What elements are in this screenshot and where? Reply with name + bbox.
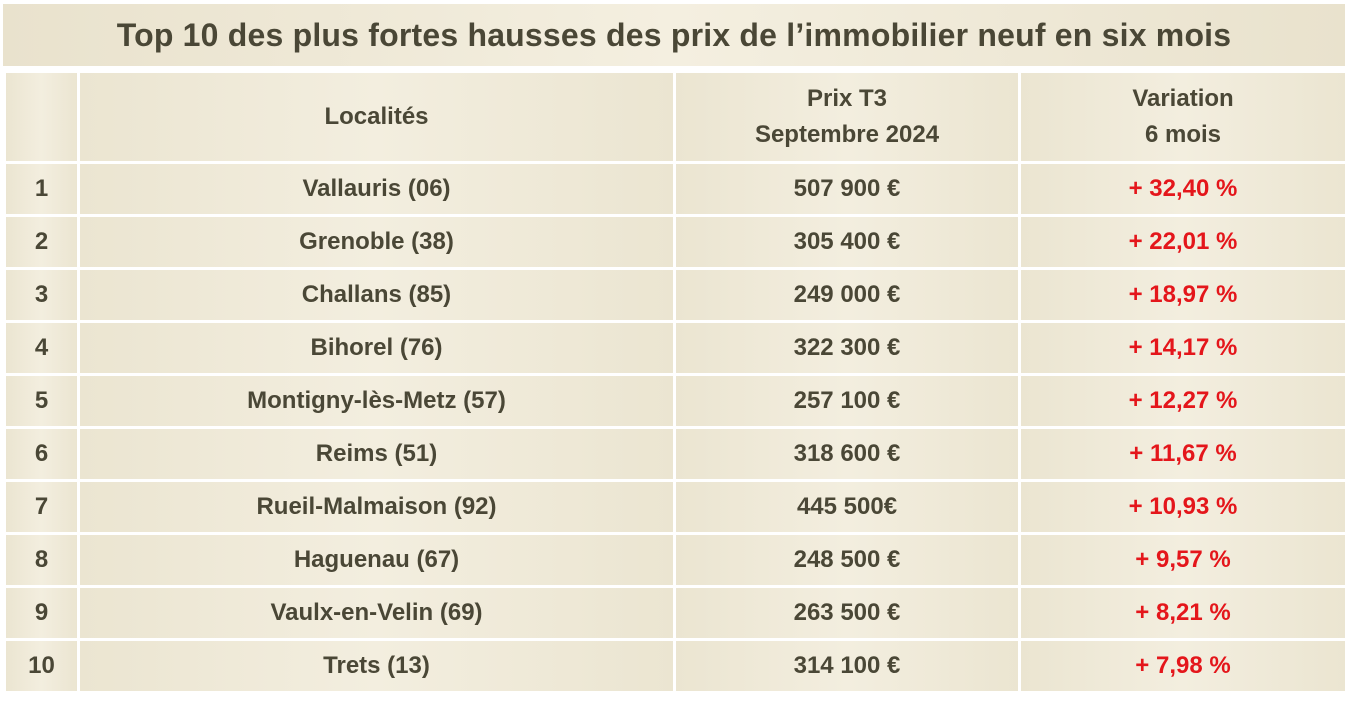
- header-row: Localités Prix T3 Septembre 2024 Variati…: [6, 73, 1345, 161]
- variation-cell: + 14,17 %: [1021, 323, 1345, 373]
- table-row: 5 Montigny-lès-Metz (57) 257 100 € + 12,…: [6, 376, 1345, 426]
- variation-cell: + 9,57 %: [1021, 535, 1345, 585]
- title-banner: Top 10 des plus fortes hausses des prix …: [3, 4, 1345, 66]
- locality-cell: Grenoble (38): [80, 217, 673, 267]
- price-cell: 318 600 €: [676, 429, 1018, 479]
- variation-cell: + 10,93 %: [1021, 482, 1345, 532]
- table-row: 3 Challans (85) 249 000 € + 18,97 %: [6, 270, 1345, 320]
- price-cell: 257 100 €: [676, 376, 1018, 426]
- rank-cell: 4: [6, 323, 77, 373]
- locality-cell: Rueil-Malmaison (92): [80, 482, 673, 532]
- header-price-line2: Septembre 2024: [754, 121, 940, 148]
- price-cell: 248 500 €: [676, 535, 1018, 585]
- table-header: Localités Prix T3 Septembre 2024 Variati…: [6, 73, 1345, 161]
- rank-cell: 1: [6, 164, 77, 214]
- locality-cell: Challans (85): [80, 270, 673, 320]
- locality-cell: Montigny-lès-Metz (57): [80, 376, 673, 426]
- table-row: 10 Trets (13) 314 100 € + 7,98 %: [6, 641, 1345, 691]
- price-cell: 249 000 €: [676, 270, 1018, 320]
- price-cell: 305 400 €: [676, 217, 1018, 267]
- rank-cell: 9: [6, 588, 77, 638]
- table-row: 4 Bihorel (76) 322 300 € + 14,17 %: [6, 323, 1345, 373]
- price-cell: 322 300 €: [676, 323, 1018, 373]
- locality-cell: Vallauris (06): [80, 164, 673, 214]
- variation-cell: + 32,40 %: [1021, 164, 1345, 214]
- header-variation-line1: Variation: [1132, 85, 1234, 112]
- price-cell: 314 100 €: [676, 641, 1018, 691]
- rank-cell: 10: [6, 641, 77, 691]
- header-variation-line2: 6 mois: [1144, 121, 1222, 148]
- locality-cell: Vaulx-en-Velin (69): [80, 588, 673, 638]
- header-rank: [6, 73, 77, 161]
- locality-cell: Trets (13): [80, 641, 673, 691]
- price-cell: 445 500€: [676, 482, 1018, 532]
- header-locality: Localités: [80, 73, 673, 161]
- locality-cell: Reims (51): [80, 429, 673, 479]
- table-row: 2 Grenoble (38) 305 400 € + 22,01 %: [6, 217, 1345, 267]
- rank-cell: 6: [6, 429, 77, 479]
- variation-cell: + 12,27 %: [1021, 376, 1345, 426]
- header-variation: Variation 6 mois: [1021, 73, 1345, 161]
- variation-cell: + 18,97 %: [1021, 270, 1345, 320]
- header-price: Prix T3 Septembre 2024: [676, 73, 1018, 161]
- rank-cell: 2: [6, 217, 77, 267]
- variation-cell: + 7,98 %: [1021, 641, 1345, 691]
- locality-cell: Bihorel (76): [80, 323, 673, 373]
- table-row: 7 Rueil-Malmaison (92) 445 500€ + 10,93 …: [6, 482, 1345, 532]
- header-price-line1: Prix T3: [806, 85, 888, 112]
- rank-cell: 5: [6, 376, 77, 426]
- rank-cell: 8: [6, 535, 77, 585]
- variation-cell: + 8,21 %: [1021, 588, 1345, 638]
- rank-cell: 3: [6, 270, 77, 320]
- variation-cell: + 11,67 %: [1021, 429, 1345, 479]
- table-row: 8 Haguenau (67) 248 500 € + 9,57 %: [6, 535, 1345, 585]
- table-body: 1 Vallauris (06) 507 900 € + 32,40 % 2 G…: [6, 164, 1345, 691]
- table-row: 1 Vallauris (06) 507 900 € + 32,40 %: [6, 164, 1345, 214]
- variation-cell: + 22,01 %: [1021, 217, 1345, 267]
- table-row: 9 Vaulx-en-Velin (69) 263 500 € + 8,21 %: [6, 588, 1345, 638]
- price-cell: 507 900 €: [676, 164, 1018, 214]
- table-row: 6 Reims (51) 318 600 € + 11,67 %: [6, 429, 1345, 479]
- price-cell: 263 500 €: [676, 588, 1018, 638]
- rank-cell: 7: [6, 482, 77, 532]
- locality-cell: Haguenau (67): [80, 535, 673, 585]
- page-title: Top 10 des plus fortes hausses des prix …: [116, 16, 1232, 53]
- ranking-table: Localités Prix T3 Septembre 2024 Variati…: [3, 70, 1348, 694]
